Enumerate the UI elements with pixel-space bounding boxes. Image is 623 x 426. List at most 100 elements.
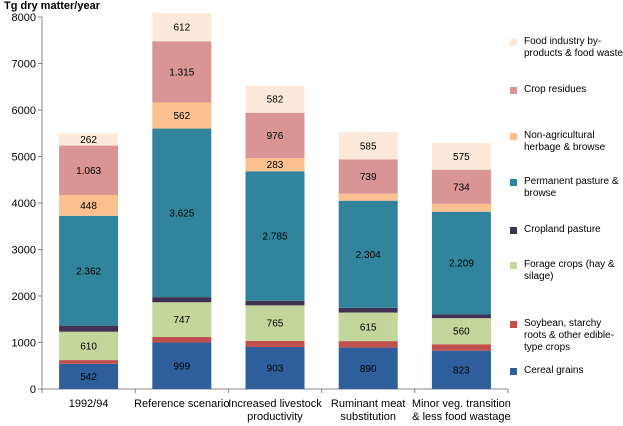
y-tick-label: 7000 bbox=[12, 59, 36, 71]
bar-segment bbox=[338, 200, 398, 308]
bar-segment bbox=[245, 85, 305, 113]
x-tick-label: substitution bbox=[340, 411, 396, 423]
data-label: 823 bbox=[453, 365, 470, 376]
bar-segment bbox=[152, 297, 212, 303]
legend-label: Forage crops (hay & silage) bbox=[524, 259, 615, 282]
bar-segment bbox=[59, 360, 119, 364]
data-label: 612 bbox=[173, 23, 190, 34]
x-tick-label: Ruminant meat bbox=[331, 398, 406, 410]
y-tick-label: 8000 bbox=[12, 12, 36, 24]
bar-segment bbox=[59, 145, 119, 196]
data-label: 3.625 bbox=[169, 208, 194, 219]
data-label: 1.063 bbox=[76, 166, 101, 177]
data-label: 575 bbox=[453, 152, 470, 163]
x-tick-label: productivity bbox=[247, 411, 303, 423]
x-tick-label: & less food wastage bbox=[412, 411, 510, 423]
bar-segment bbox=[59, 215, 119, 326]
data-label: 448 bbox=[80, 201, 97, 212]
bar-segment bbox=[245, 300, 305, 306]
bar-segment bbox=[152, 336, 212, 343]
legend-label: Soybean, starchy roots & other edible-ty… bbox=[524, 318, 615, 353]
bar-segment bbox=[431, 169, 491, 204]
legend-label: Permanent pasture & browse bbox=[524, 176, 619, 199]
legend-label: Cereal grains bbox=[524, 365, 584, 376]
bar-segment bbox=[338, 159, 398, 194]
bar-segment bbox=[245, 347, 305, 389]
legend-swatch bbox=[510, 368, 517, 375]
bar-segment bbox=[431, 203, 491, 212]
bar-segment bbox=[431, 314, 491, 319]
data-label: 562 bbox=[173, 111, 190, 122]
bar-segment bbox=[245, 112, 305, 159]
legend-swatch bbox=[510, 262, 517, 269]
data-label: 2.209 bbox=[449, 259, 474, 270]
bar-segment bbox=[152, 128, 212, 298]
bar-segment bbox=[431, 211, 491, 315]
bar-segment bbox=[245, 305, 305, 341]
legend-swatch bbox=[510, 133, 517, 140]
data-label: 610 bbox=[80, 341, 97, 352]
data-label: 890 bbox=[360, 364, 377, 375]
bar-segment bbox=[431, 142, 491, 170]
bar-segment bbox=[245, 158, 305, 172]
bar-segment bbox=[152, 342, 212, 389]
data-label: 2.304 bbox=[356, 250, 381, 261]
bar-segment bbox=[338, 307, 398, 313]
bar-segment bbox=[245, 171, 305, 301]
data-label: 582 bbox=[267, 95, 284, 106]
bar-segment bbox=[59, 133, 119, 146]
data-label: 999 bbox=[173, 361, 190, 372]
data-label: 734 bbox=[453, 182, 470, 193]
data-label: 739 bbox=[360, 172, 377, 183]
y-tick-label: 6000 bbox=[12, 105, 36, 117]
y-tick-label: 4000 bbox=[12, 198, 36, 210]
data-label: 2.785 bbox=[262, 231, 287, 242]
legend-swatch bbox=[510, 87, 517, 94]
bar-segment bbox=[59, 325, 119, 332]
data-label: 903 bbox=[267, 364, 284, 375]
data-label: 283 bbox=[267, 160, 284, 171]
y-tick-label: 5000 bbox=[12, 152, 36, 164]
legend-label: Food industry by-products & food waste bbox=[524, 36, 623, 59]
legend-label: Non-agricultural herbage & browse bbox=[524, 130, 606, 153]
legend-swatch bbox=[510, 321, 517, 328]
x-tick-label: Minor veg. transition bbox=[412, 398, 511, 410]
y-tick-label: 3000 bbox=[12, 245, 36, 257]
bar-segment bbox=[431, 318, 491, 345]
legend-swatch bbox=[510, 227, 517, 234]
y-tick-label: 2000 bbox=[12, 291, 36, 303]
data-label: 560 bbox=[453, 327, 470, 338]
bar-segment bbox=[152, 102, 212, 129]
bar-segment bbox=[152, 302, 212, 337]
x-tick-label: Reference scenario bbox=[134, 398, 229, 410]
y-axis-title: Tg dry matter/year bbox=[4, 0, 100, 12]
data-label: 2.362 bbox=[76, 266, 101, 277]
data-label: 615 bbox=[360, 322, 377, 333]
x-tick-label: Increased livestock bbox=[228, 398, 322, 410]
y-tick-label: 1000 bbox=[12, 338, 36, 350]
bar-segment bbox=[338, 193, 398, 201]
data-label: 976 bbox=[267, 131, 284, 142]
legend-label: Crop residues bbox=[524, 84, 587, 95]
data-label: 765 bbox=[267, 319, 284, 330]
bar-segment bbox=[59, 195, 119, 216]
bar-segment bbox=[338, 347, 398, 389]
bar-segment bbox=[245, 340, 305, 348]
bar-segment bbox=[338, 341, 398, 348]
bar-segment bbox=[152, 12, 212, 42]
legend-label: Cropland pasture bbox=[524, 224, 601, 235]
data-label: 1.315 bbox=[169, 67, 194, 78]
data-label: 585 bbox=[360, 141, 377, 152]
bar-segment bbox=[59, 363, 119, 389]
legend-swatch bbox=[510, 39, 517, 46]
data-label: 262 bbox=[80, 135, 97, 146]
bar-segment bbox=[431, 344, 491, 351]
data-label: 747 bbox=[173, 315, 190, 326]
bar-segment bbox=[152, 41, 212, 103]
bar-segment bbox=[338, 132, 398, 160]
legend-swatch bbox=[510, 179, 517, 186]
data-label: 542 bbox=[80, 372, 97, 383]
bar-segment bbox=[338, 312, 398, 342]
bar-segment bbox=[59, 331, 119, 361]
